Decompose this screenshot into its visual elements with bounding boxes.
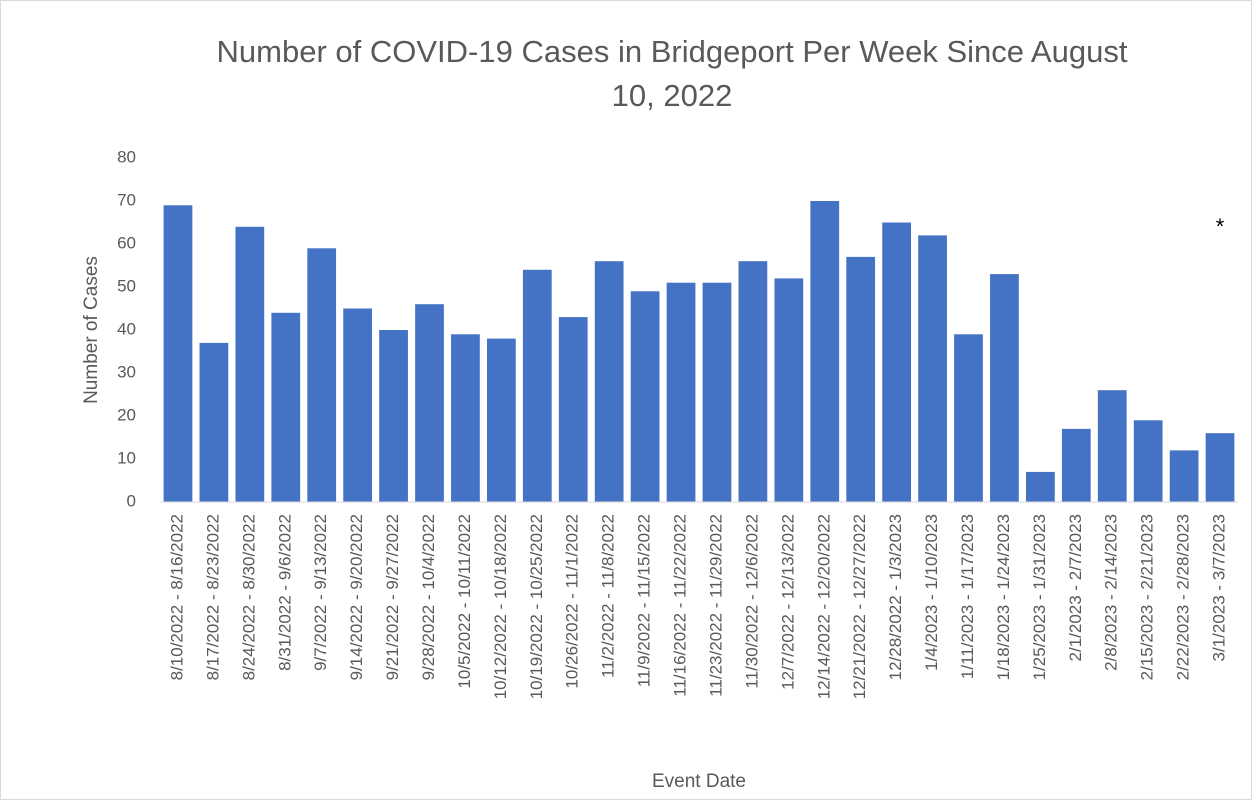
bar [522, 269, 552, 502]
bar [774, 278, 804, 502]
y-tick-label: 80 [117, 147, 136, 166]
bar [558, 317, 588, 502]
x-tick-label: 10/19/2022 - 10/25/2022 [527, 514, 546, 699]
bar [1061, 428, 1091, 502]
bar [1133, 420, 1163, 502]
x-tick-label: 9/28/2022 - 10/4/2022 [419, 514, 438, 680]
x-tick-label: 1/11/2023 - 1/17/2023 [958, 514, 977, 679]
x-tick-label: 1/18/2023 - 1/24/2023 [994, 514, 1013, 680]
bar [163, 205, 193, 503]
bar [630, 291, 660, 502]
y-tick-label: 30 [117, 362, 136, 381]
x-tick-label: 3/1/2023 - 3/7/2023 [1210, 514, 1229, 661]
annotation: * [1216, 214, 1225, 239]
bar [343, 308, 373, 502]
x-tick-label: 12/14/2022 - 12/20/2022 [814, 514, 833, 699]
x-axis-label: Event Date [652, 771, 746, 792]
bar [307, 248, 337, 502]
x-tick-label: 8/17/2022 - 8/23/2022 [203, 514, 222, 680]
x-tick-label: 11/9/2022 - 11/15/2022 [635, 514, 654, 687]
bar [1097, 390, 1127, 502]
bar [415, 304, 444, 502]
y-tick-label: 70 [117, 190, 136, 209]
y-tick-label: 60 [117, 233, 136, 252]
x-tick-label: 8/24/2022 - 8/30/2022 [239, 514, 258, 680]
bar [846, 256, 876, 502]
bar [1025, 471, 1055, 502]
x-tick-label: 11/30/2022 - 12/6/2022 [742, 514, 761, 689]
bar [882, 222, 912, 502]
y-axis-label: Number of Cases [81, 256, 102, 404]
x-tick-label: 9/21/2022 - 9/27/2022 [383, 514, 402, 680]
x-tick-label: 9/14/2022 - 9/20/2022 [347, 514, 366, 680]
bar [271, 312, 301, 502]
x-tick-label: 9/7/2022 - 9/13/2022 [311, 514, 330, 671]
bar [1205, 433, 1235, 502]
bar [954, 334, 983, 502]
bar [810, 201, 840, 502]
bar [666, 282, 696, 502]
x-tick-label: 1/25/2023 - 1/31/2023 [1030, 514, 1049, 680]
x-tick-label: 11/2/2022 - 11/8/2022 [599, 514, 618, 678]
y-tick-label: 20 [117, 405, 136, 424]
x-tick-label: 11/23/2022 - 11/29/2022 [706, 514, 725, 697]
bar [199, 342, 229, 502]
x-tick-label: 8/10/2022 - 8/16/2022 [167, 514, 186, 680]
y-tick-label: 50 [117, 276, 136, 295]
bar [235, 226, 265, 503]
bar [594, 261, 624, 502]
x-tick-label: 12/7/2022 - 12/13/2022 [778, 514, 797, 690]
x-tick-label: 12/28/2022 - 1/3/2023 [886, 514, 905, 680]
x-tick-label: 2/1/2023 - 2/7/2023 [1066, 514, 1085, 661]
x-tick-label: 11/16/2022 - 11/22/2022 [671, 514, 690, 697]
x-tick-label: 2/15/2023 - 2/21/2023 [1138, 514, 1157, 680]
y-tick-label: 0 [127, 491, 136, 510]
x-tick-label: 10/12/2022 - 10/18/2022 [491, 514, 510, 699]
bar [1169, 450, 1199, 502]
bar [486, 338, 516, 502]
x-tick-label: 10/5/2022 - 10/11/2022 [455, 514, 474, 689]
bar [990, 274, 1019, 502]
chart-title: Number of COVID-19 Cases in Bridgeport P… [216, 34, 1128, 113]
x-tick-label: 8/31/2022 - 9/6/2022 [275, 514, 294, 671]
x-tick-label: 12/21/2022 - 12/27/2022 [850, 514, 869, 699]
x-tick-label: 2/8/2023 - 2/14/2023 [1102, 514, 1121, 671]
x-tick-label: 10/26/2022 - 11/1/2022 [563, 514, 582, 689]
y-tick-label: 40 [117, 319, 136, 338]
x-tick-label: 1/4/2023 - 1/10/2023 [922, 514, 941, 671]
bar [451, 334, 480, 502]
bar [379, 330, 408, 502]
x-tick-label: 2/22/2023 - 2/28/2023 [1174, 514, 1193, 680]
bar [702, 282, 732, 502]
bar [918, 235, 947, 502]
bar [738, 261, 768, 502]
y-tick-label: 10 [117, 448, 136, 467]
